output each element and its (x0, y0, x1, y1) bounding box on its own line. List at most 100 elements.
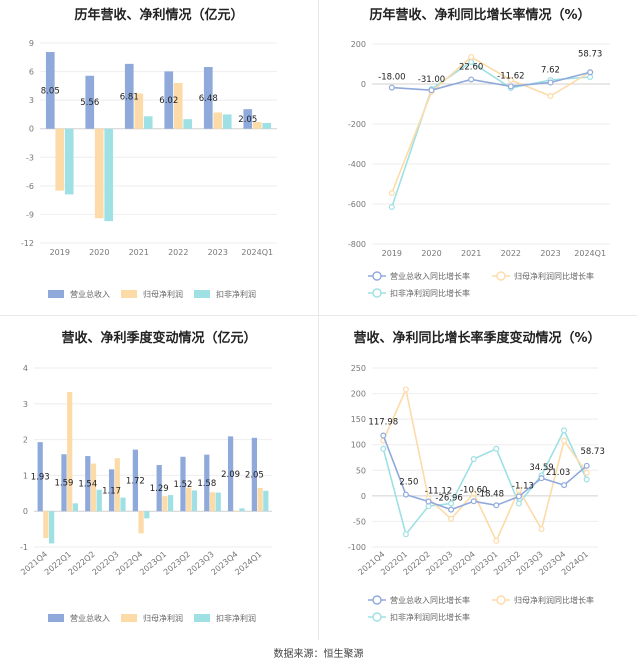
annual-line-legend-label: 营业总收入同比增长率 (390, 271, 470, 281)
quarter-line-point-1 (448, 506, 455, 513)
annual-line-data-label: 58.73 (578, 49, 602, 59)
quarter-line-point-3 (515, 500, 522, 507)
quarter-bar-bar-3 (144, 511, 150, 519)
quarter-bar-bar-1 (204, 454, 210, 512)
quarter-bar-legend-label: 营业总收入 (70, 613, 110, 623)
annual-line-ytick-label: -600 (348, 200, 366, 209)
quarter-bar-bar-2 (186, 487, 192, 512)
quarter-line-ytick-label: 150 (351, 415, 366, 424)
quarter-bar-bar-1 (61, 454, 67, 512)
quarter-line-point-3 (448, 500, 455, 507)
quarter-bar-bar-2 (162, 496, 168, 512)
quarter-line-data-label: -26.96 (435, 494, 462, 504)
quarter-bar-bar-3 (96, 489, 102, 512)
quarter-bar-bar-1 (85, 456, 91, 512)
quarter-line-data-label: -11.12 (425, 487, 452, 497)
annual-bar-ytick-label: -9 (26, 210, 34, 219)
quarter-line-legend-label: 营业总收入同比增长率 (390, 595, 470, 605)
quarter-line-point-2 (470, 490, 477, 497)
quarter-bar-data-label: 1.29 (150, 484, 169, 494)
annual-bar-bar-2 (55, 128, 65, 191)
quarter-bar-bar-1 (156, 465, 162, 512)
quarter-bar-bar-2 (233, 511, 239, 512)
quarter-bar-bar-1 (251, 437, 258, 512)
quarter-bar-data-label: 1.58 (197, 479, 216, 489)
annual-line-point-3 (587, 73, 594, 80)
quarter-bar-bar-1 (227, 436, 234, 512)
annual-bar-bar-3 (143, 116, 153, 129)
annual-bar-ytick-label: -12 (21, 239, 34, 248)
annual-bar-legend-swatch (194, 290, 210, 298)
annual-bar-data-label: 6.02 (159, 96, 178, 106)
quarter-line-data-label: 58.73 (581, 447, 605, 457)
annual-bar-bar-3 (262, 123, 272, 129)
quarter-bar-data-label: 1.54 (78, 480, 97, 490)
quarter-bar-bar-2 (257, 487, 263, 512)
annual-bar-legend-label: 营业总收入 (70, 289, 110, 299)
annual-line-data-label: 7.62 (541, 65, 560, 75)
annual-bar-data-label: 6.48 (199, 94, 218, 104)
quarter-line-point-2 (448, 515, 455, 522)
quarter-bar-data-label: 2.09 (221, 470, 240, 480)
annual-bar-bar-2 (213, 112, 223, 129)
quarter-bar-bar-1 (37, 442, 43, 512)
quarter-line-point-1 (493, 502, 500, 509)
quarter-bar-data-label: 2.05 (245, 471, 264, 481)
annual-line-ytick-label: -800 (348, 240, 366, 249)
quarter-line-ytick-label: -100 (348, 543, 366, 552)
annual-bar-legend-swatch (121, 290, 137, 298)
quarter-line-legend-marker (496, 595, 506, 605)
quarter-line-point-1 (561, 482, 568, 489)
quarter-bar-bar-3 (72, 503, 79, 512)
quarter-line-point-2 (402, 386, 409, 393)
annual-line-point-1 (428, 87, 435, 94)
annual-bar-bar-1 (85, 75, 95, 129)
quarter-line-point-2 (493, 537, 500, 544)
quarter-line-data-label: -10.60 (460, 485, 487, 495)
quarter-line-ytick-label: 50 (356, 466, 366, 475)
annual-bar-legend-label: 扣非净利润 (216, 289, 256, 299)
annual-line-line-2 (391, 56, 591, 194)
quarter-bar-legend-swatch (121, 614, 137, 622)
quarter-bar-bar-2 (43, 511, 49, 539)
quarter-line-data-label: -18.48 (477, 489, 504, 499)
annual-bar-data-label: 6.81 (120, 92, 139, 102)
annual-bar-bar-2 (173, 83, 183, 129)
annual-line-point-1 (547, 79, 554, 86)
quarter-bar-legend-label: 扣非净利润 (216, 613, 256, 623)
quarter-line-point-3 (493, 445, 500, 452)
annual-line-legend-marker (496, 271, 506, 281)
annual-bar-bar-1 (164, 71, 174, 129)
quarter-bar-ytick-label: 4 (23, 364, 28, 373)
annual-bar-bar-3 (64, 128, 74, 195)
annual-bar-bar-3 (222, 114, 232, 129)
quarter-line-line-1 (382, 435, 588, 511)
annual-line-point-2 (388, 190, 395, 197)
annual-bar-bar-3 (104, 128, 114, 222)
annual-line-point-1 (388, 84, 395, 91)
quarter-bar-ytick-label: 0 (23, 507, 28, 516)
annual-bar-bar-1 (243, 109, 253, 129)
annual-bar-data-label: 5.56 (80, 98, 99, 108)
data-source: 数据来源：恒生聚源 (273, 649, 364, 660)
annual-bar-ytick-label: 9 (29, 39, 34, 48)
quarter-line-point-3 (402, 531, 409, 538)
quarter-bar-ytick-label: 1 (23, 471, 28, 480)
quarter-bar-bar-3 (239, 508, 245, 512)
quarter-bar-legend-swatch (48, 614, 64, 622)
quarter-bar-data-label: 1.72 (126, 476, 145, 486)
quarter-line-point-2 (583, 469, 590, 476)
annual-bar-xtick-label: 2023 (208, 248, 228, 257)
quarter-line-point-1 (583, 462, 590, 469)
annual-line-point-2 (468, 53, 475, 60)
quarter-line-line-2 (382, 386, 588, 543)
annual-bar-bar-2 (134, 93, 144, 129)
quarter-bar-bar-1 (180, 456, 186, 512)
annual-line-point-2 (507, 76, 514, 83)
annual-line-data-label: -31.00 (418, 75, 445, 85)
quarter-line-ytick-label: 100 (351, 441, 366, 450)
annual-line-title: 历年营收、净利同比增长率情况（%） (369, 8, 591, 23)
annual-line-legend-marker (372, 288, 382, 298)
quarter-line-point-3 (561, 427, 568, 434)
annual-line-xtick-label: 2021 (461, 249, 481, 258)
